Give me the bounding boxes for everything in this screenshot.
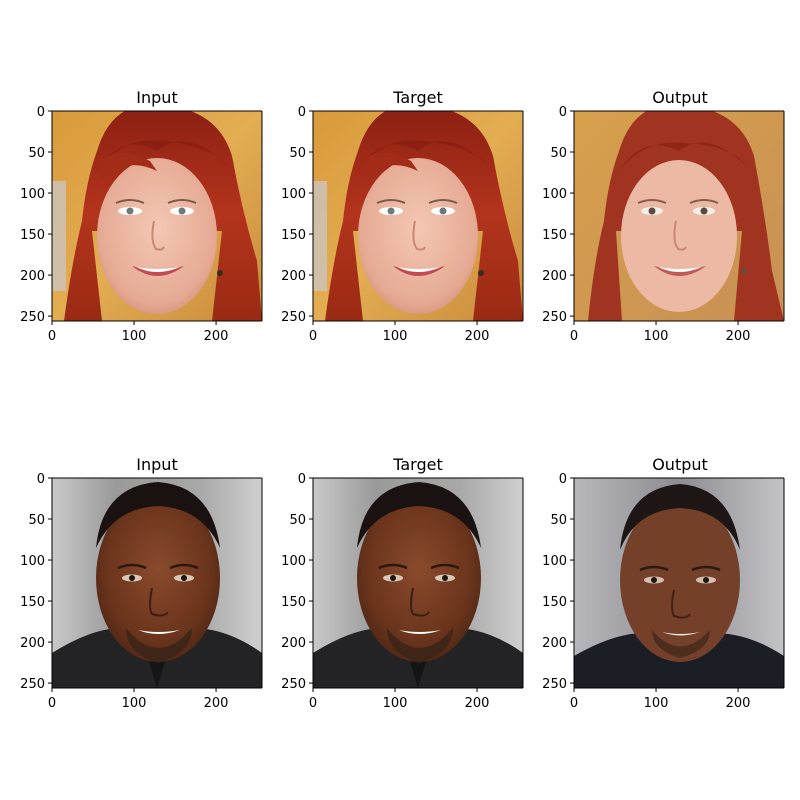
y-tick-label: 100: [281, 554, 306, 569]
y-tick-label: 0: [559, 472, 567, 487]
y-tick-label: 100: [542, 554, 567, 569]
y-tick-label: 250: [542, 677, 567, 692]
x-tick-label: 100: [644, 329, 669, 344]
y-tick-label: 0: [298, 472, 306, 487]
x-tick-label: 0: [309, 329, 317, 344]
y-tick-label: 50: [289, 513, 306, 528]
man-photo: [313, 478, 523, 688]
y-tick-label: 250: [281, 310, 306, 325]
panel-output-2: Output: [573, 455, 784, 688]
x-tick-label: 200: [726, 696, 751, 711]
x-tick-label: 100: [383, 329, 408, 344]
y-tick-label: 0: [298, 105, 306, 120]
y-tick-label: 0: [559, 105, 567, 120]
y-tick-label: 100: [281, 187, 306, 202]
y-tick-label: 100: [542, 187, 567, 202]
x-tick-label: 200: [204, 696, 229, 711]
x-tick-label: 0: [570, 696, 578, 711]
panel-title: Output: [652, 88, 708, 107]
y-tick-label: 0: [37, 105, 45, 120]
y-tick-label: 250: [20, 677, 45, 692]
y-tick-label: 100: [20, 554, 45, 569]
x-tick-label: 200: [465, 329, 490, 344]
y-tick-label: 50: [550, 146, 567, 161]
x-tick-label: 100: [122, 329, 147, 344]
y-tick-label: 0: [37, 472, 45, 487]
panel-input-2: Input: [51, 455, 262, 688]
y-tick-label: 200: [20, 269, 45, 284]
y-tick-label: 250: [542, 310, 567, 325]
x-tick-label: 0: [48, 696, 56, 711]
y-tick-label: 200: [542, 636, 567, 651]
y-tick-label: 200: [281, 269, 306, 284]
y-tick-label: 150: [20, 595, 45, 610]
panel-target-2: Target: [312, 455, 523, 688]
y-tick-label: 150: [281, 228, 306, 243]
panel-title: Input: [136, 455, 177, 474]
panel-title: Target: [392, 455, 443, 474]
panel-input-1: Input: [51, 88, 262, 321]
man-photo-generated: [574, 478, 784, 688]
woman-photo: [313, 111, 523, 321]
woman-photo-generated: [574, 111, 784, 321]
x-tick-label: 200: [726, 329, 751, 344]
y-tick-label: 200: [542, 269, 567, 284]
y-tick-label: 50: [28, 513, 45, 528]
x-tick-label: 100: [122, 696, 147, 711]
x-tick-label: 200: [204, 329, 229, 344]
y-tick-label: 150: [20, 228, 45, 243]
panel-title: Input: [136, 88, 177, 107]
y-tick-label: 250: [20, 310, 45, 325]
y-tick-label: 250: [281, 677, 306, 692]
x-tick-label: 100: [383, 696, 408, 711]
panel-title: Target: [392, 88, 443, 107]
panel-title: Output: [652, 455, 708, 474]
woman-photo: [52, 111, 262, 321]
y-tick-label: 50: [550, 513, 567, 528]
x-tick-label: 200: [465, 696, 490, 711]
panel-output-1: Output: [573, 88, 784, 321]
x-tick-label: 0: [570, 329, 578, 344]
y-tick-label: 50: [28, 146, 45, 161]
panel-target-1: Target: [312, 88, 523, 321]
y-tick-label: 150: [281, 595, 306, 610]
x-tick-label: 100: [644, 696, 669, 711]
y-tick-label: 150: [542, 595, 567, 610]
y-tick-label: 50: [289, 146, 306, 161]
man-photo: [52, 478, 262, 688]
y-tick-label: 150: [542, 228, 567, 243]
x-tick-label: 0: [309, 696, 317, 711]
x-tick-label: 0: [48, 329, 56, 344]
y-tick-label: 100: [20, 187, 45, 202]
y-tick-label: 200: [20, 636, 45, 651]
y-tick-label: 200: [281, 636, 306, 651]
